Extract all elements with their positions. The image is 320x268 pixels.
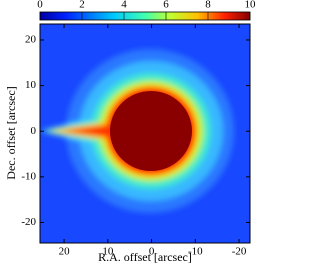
y-tick-label: -20 [21,216,36,228]
x-tick-label: -10 [188,246,203,258]
colorbar [39,11,251,21]
x-tick-label: 0 [149,246,155,258]
colorbar-tick-label: 2 [79,0,85,11]
heatmap-image [40,24,250,243]
y-tick-label: 0 [31,125,37,137]
x-tick-label: -20 [232,246,247,258]
plot-frame [39,23,251,244]
colorbar-tick-label: 6 [163,0,169,11]
colorbar-tick-label: 10 [245,0,257,11]
x-tick-label: 20 [59,246,71,258]
x-tick-label: 10 [102,246,114,258]
colorbar-tick-label: 8 [205,0,211,11]
y-tick-label: 20 [25,34,37,46]
x-axis-label: R.A. offset [arcsec] [98,250,192,264]
y-axis-label: Dec. offset [arcsec] [4,86,18,179]
y-tick-label: 10 [25,79,37,91]
colorbar-tick-label: 4 [121,0,127,11]
colorbar-tick-label: 0 [37,0,43,11]
chart: R.A. offset [arcsec] Dec. offset [arcsec… [4,0,257,264]
y-tick-label: -10 [21,170,36,182]
